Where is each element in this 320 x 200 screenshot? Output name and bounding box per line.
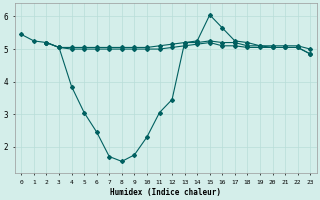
X-axis label: Humidex (Indice chaleur): Humidex (Indice chaleur) (110, 188, 221, 197)
